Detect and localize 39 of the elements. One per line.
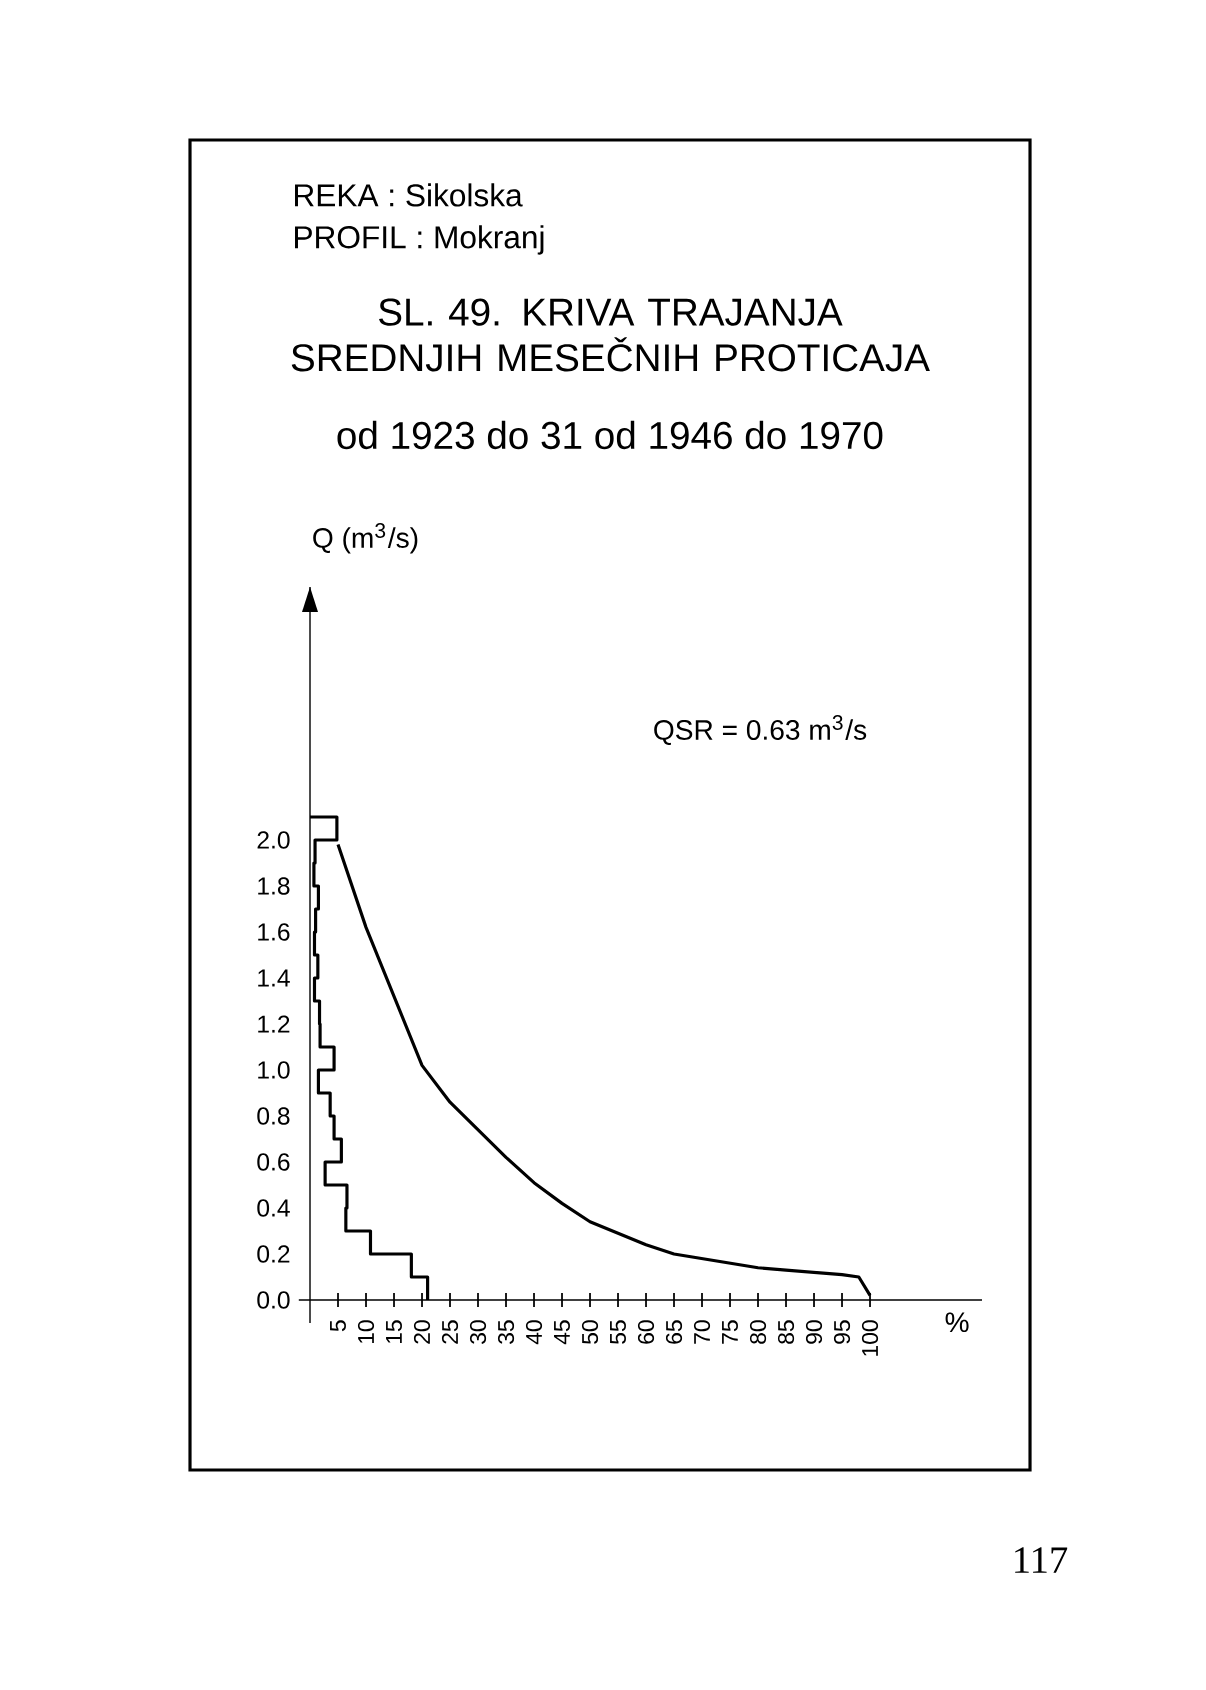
- annotation: QSR = 0.63 m$^{3}$/s: [654, 715, 867, 745]
- x-tick-label: 5: [330, 1320, 346, 1332]
- y-tick-label: 1.2: [258, 1015, 290, 1033]
- x-tick-label: 30: [469, 1320, 487, 1344]
- x-tick-label: 15: [386, 1320, 402, 1344]
- x-tick-label: 70: [693, 1320, 711, 1344]
- text: 117: [1015, 1547, 1068, 1573]
- y-tick-label: 0.8: [257, 1107, 290, 1125]
- x-axis-title: %: [945, 1312, 969, 1333]
- x-tick-label: 55: [610, 1320, 626, 1344]
- x-tick-label: 90: [805, 1320, 823, 1344]
- y-tick-label: 1.4: [258, 969, 290, 987]
- y-tick-label: 0.2: [257, 1245, 290, 1263]
- x-tick-label: 65: [665, 1320, 683, 1344]
- y-tick-label: 0.6: [257, 1153, 290, 1171]
- x-tick-label: 100: [861, 1320, 879, 1356]
- x-tick-label: 35: [497, 1320, 515, 1344]
- x-tick-label: 40: [525, 1320, 543, 1345]
- chart-title: SL. 49. KRIVA TRAJANJA SREDNJIH MESEČNIH PROTICAJA: [291, 298, 930, 372]
- x-tick-label: 10: [357, 1320, 375, 1344]
- x-tick-label: 20: [413, 1320, 431, 1344]
- x-tick-label: 85: [777, 1320, 795, 1344]
- y-tick-label: 2.0: [257, 831, 290, 849]
- y-tick-label: 0.4: [257, 1199, 290, 1217]
- y-axis-title: Q (m$^{3}$/s): [313, 523, 418, 554]
- x-tick-label: 25: [441, 1320, 459, 1344]
- y-tick-label: 1.8: [258, 877, 290, 895]
- y-tick-label: 0.0: [257, 1291, 290, 1309]
- x-tick-label: 60: [637, 1320, 655, 1344]
- x-tick-label: 95: [833, 1320, 851, 1344]
- chart-subtitle: od 1923 do 31 od 1946 do 1970: [337, 420, 883, 450]
- y-tick-label: 1.6: [258, 923, 290, 941]
- text: PROFIL : Mokranj: [295, 225, 544, 255]
- x-tick-label: 75: [722, 1320, 738, 1344]
- x-tick-label: 80: [749, 1320, 767, 1344]
- x-tick-label: 45: [554, 1320, 570, 1345]
- x-tick-label: 50: [581, 1320, 599, 1344]
- y-tick-label: 1.0: [258, 1061, 290, 1079]
- text: REKA : Sikolska: [295, 183, 523, 207]
